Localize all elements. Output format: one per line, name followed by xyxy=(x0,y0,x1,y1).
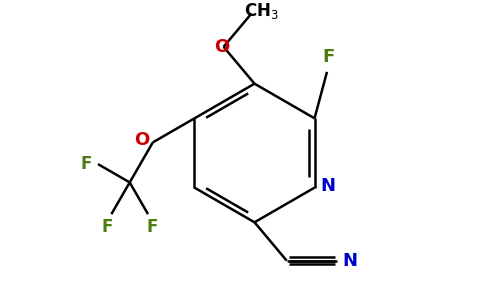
Text: N: N xyxy=(320,177,335,195)
Text: O: O xyxy=(214,38,229,56)
Text: CH$_3$: CH$_3$ xyxy=(243,1,278,21)
Text: F: F xyxy=(323,48,335,66)
Text: F: F xyxy=(81,155,92,173)
Text: N: N xyxy=(343,252,358,270)
Text: F: F xyxy=(102,218,113,236)
Text: O: O xyxy=(134,131,149,149)
Text: F: F xyxy=(146,218,157,236)
